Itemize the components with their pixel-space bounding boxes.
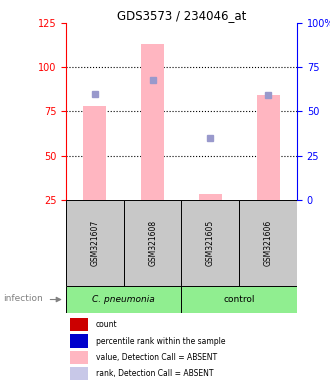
Text: GSM321607: GSM321607 [90,220,99,266]
Bar [182,286,297,313]
Bar [239,200,297,286]
Bar [199,194,222,200]
Text: rank, Detection Call = ABSENT: rank, Detection Call = ABSENT [96,369,214,378]
Bar [70,318,88,331]
Bar [66,286,182,313]
Bar [182,200,239,286]
Text: control: control [223,295,255,304]
Text: GSM321605: GSM321605 [206,220,215,266]
Bar [66,200,124,286]
Text: count: count [96,320,117,329]
Bar [256,96,280,200]
Bar [124,200,182,286]
Text: GSM321606: GSM321606 [264,220,273,266]
Text: infection: infection [3,294,43,303]
Bar [70,367,88,381]
Bar [70,351,88,364]
Bar [83,106,106,200]
Text: percentile rank within the sample: percentile rank within the sample [96,336,225,346]
Bar [70,334,88,348]
Bar [141,44,164,200]
Title: GDS3573 / 234046_at: GDS3573 / 234046_at [117,9,246,22]
Text: C. pneumonia: C. pneumonia [92,295,155,304]
Text: GSM321608: GSM321608 [148,220,157,266]
Text: value, Detection Call = ABSENT: value, Detection Call = ABSENT [96,353,217,362]
